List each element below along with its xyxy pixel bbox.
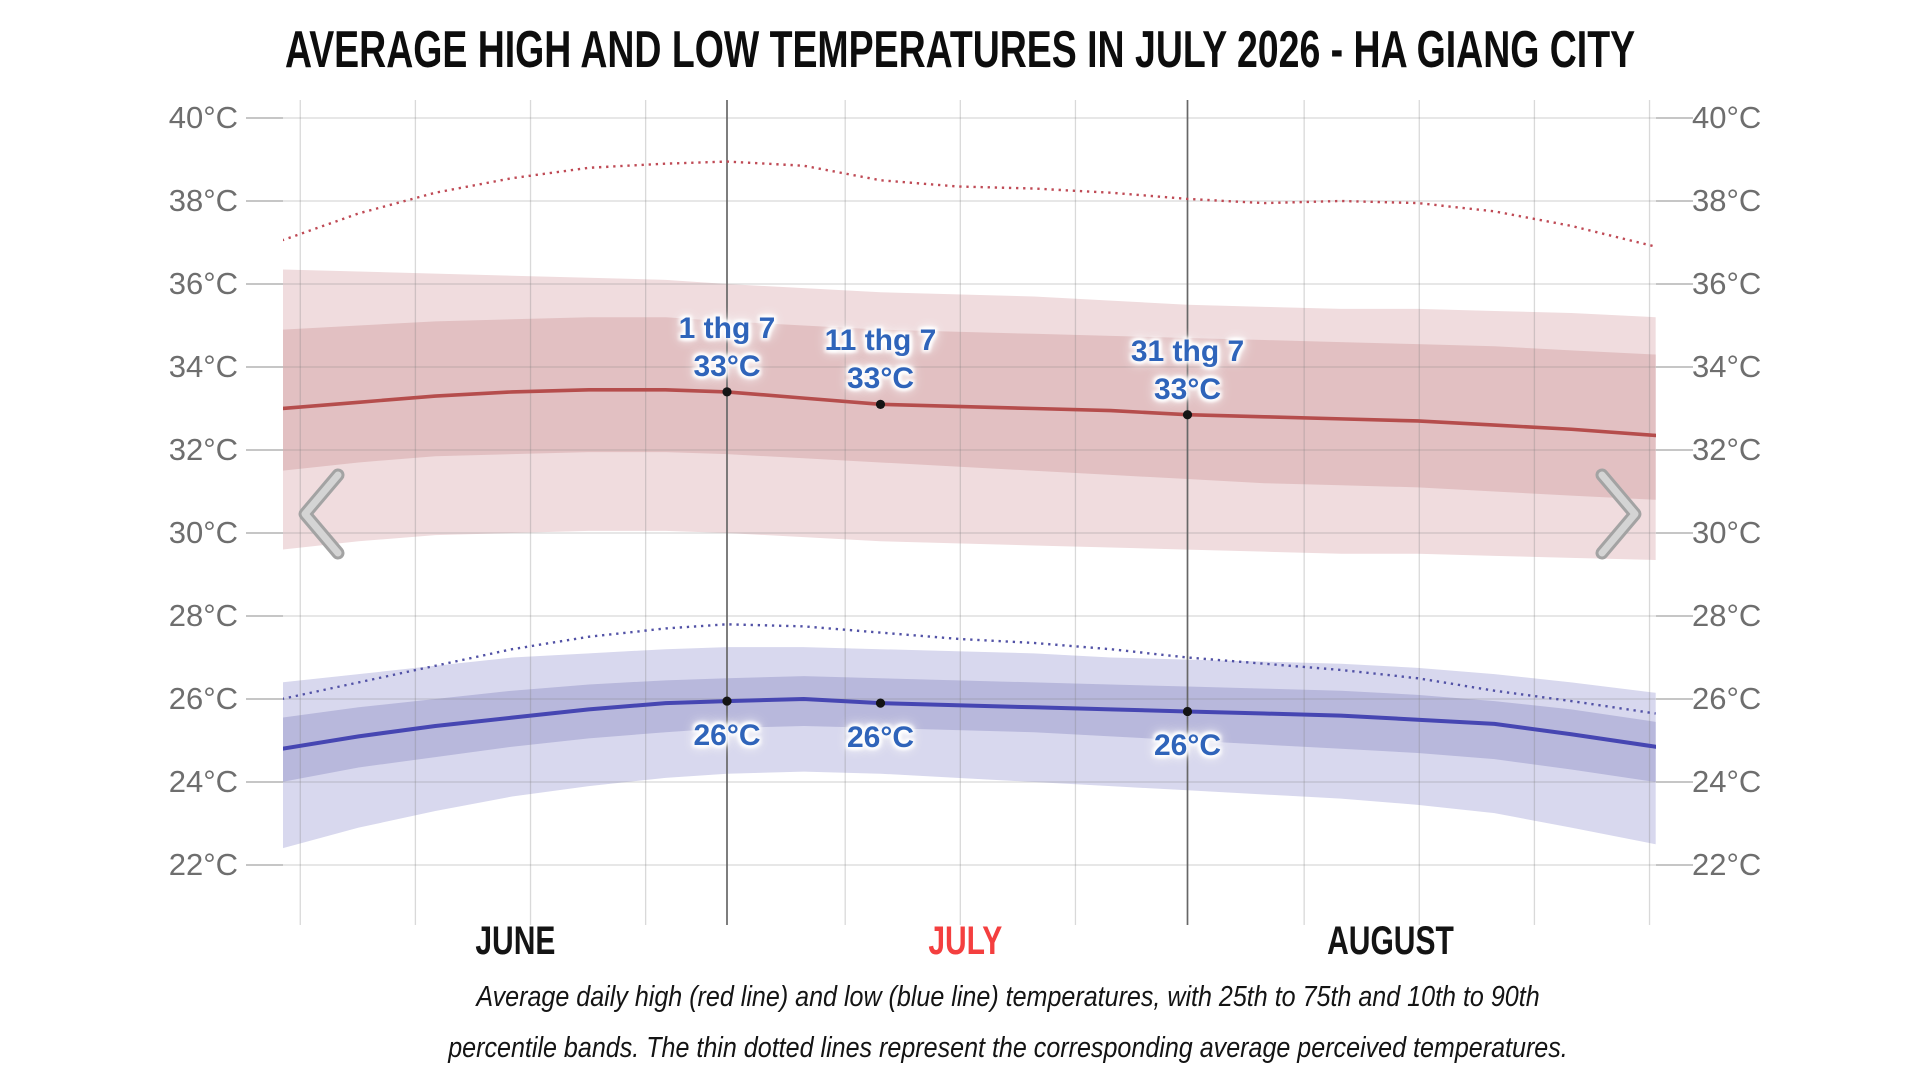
high-marker-label: 31 thg 7 33°C — [1131, 333, 1244, 409]
marker-label-line: 26°C — [693, 719, 761, 753]
next-period-button[interactable] — [1580, 455, 1652, 575]
y-axis-label-right: 34°C — [1692, 349, 1762, 384]
marker-label-line: 33°C — [846, 362, 915, 396]
average-high-line — [283, 388, 1656, 438]
chevron-right-icon — [1595, 468, 1642, 560]
y-axis-label-left: 22°C — [168, 847, 238, 882]
y-axis-label-left: 26°C — [168, 681, 238, 716]
prev-period-button[interactable] — [288, 455, 360, 575]
perceived-high-line — [283, 160, 1656, 248]
month-label-july: JULY — [815, 915, 1115, 967]
data-point-dot[interactable] — [722, 387, 732, 397]
high-marker-label: 11 thg 7 33°C — [825, 322, 937, 398]
month-label-text: JULY — [927, 919, 1002, 963]
marker-label-line: 33°C — [693, 349, 761, 383]
y-axis-label-left: 40°C — [168, 100, 238, 135]
y-axis-label-left: 28°C — [168, 598, 238, 633]
percentile-bands — [283, 269, 1656, 849]
data-point-dot[interactable] — [1182, 410, 1193, 420]
data-point-dot[interactable] — [1182, 706, 1193, 717]
temperature-lines — [283, 160, 1656, 751]
low-marker-label: 26°C — [693, 717, 760, 755]
high-marker-label: 1 thg 7 33°C — [679, 310, 776, 386]
caption-line-2: percentile bands. The thin dotted lines … — [448, 1032, 1568, 1064]
data-point-dot[interactable] — [722, 696, 732, 706]
month-label-june: JUNE — [365, 915, 665, 967]
marker-label-line: 33°C — [1153, 372, 1222, 406]
marker-label-line: 11 thg 7 — [824, 324, 937, 358]
y-axis-label-right: 38°C — [1692, 183, 1762, 218]
y-axis-label-left: 36°C — [168, 266, 238, 301]
data-point-markers — [722, 387, 1193, 717]
gridlines — [246, 100, 1693, 925]
chevron-left-icon — [298, 468, 345, 560]
chart-caption: Average daily high (red line) and low (b… — [322, 972, 1695, 1074]
y-axis-label-right: 40°C — [1692, 100, 1762, 135]
low-marker-label: 26°C — [847, 719, 914, 757]
y-axis-label-left: 24°C — [168, 764, 238, 799]
marker-label-line: 31 thg 7 — [1130, 334, 1245, 368]
month-label-august: AUGUST — [1240, 915, 1540, 967]
month-label-text: JUNE — [475, 919, 556, 963]
y-axis-label-right: 24°C — [1692, 764, 1762, 799]
y-axis-label-right: 26°C — [1692, 681, 1762, 716]
low-25th-75th-band — [283, 676, 1656, 782]
y-axis-label-right: 30°C — [1692, 515, 1762, 550]
y-axis-label-left: 38°C — [168, 183, 238, 218]
y-axis-label-left: 34°C — [168, 349, 238, 384]
perceived-low-line — [283, 623, 1656, 715]
month-label-text: AUGUST — [1326, 919, 1454, 963]
y-axis-label-right: 28°C — [1692, 598, 1762, 633]
marker-label-line: 26°C — [846, 721, 915, 755]
y-axis-label-right: 22°C — [1692, 847, 1762, 882]
y-axis-label-right: 32°C — [1692, 432, 1762, 467]
average-low-line — [283, 697, 1656, 751]
data-point-dot[interactable] — [875, 698, 886, 708]
y-axis-label-left: 30°C — [168, 515, 238, 550]
data-point-dot[interactable] — [875, 399, 886, 409]
caption-line-1: Average daily high (red line) and low (b… — [476, 981, 1540, 1013]
marker-label-line: 26°C — [1153, 729, 1222, 763]
y-axis-label-left: 32°C — [168, 432, 238, 467]
marker-label-line: 1 thg 7 — [678, 311, 776, 345]
low-marker-label: 26°C — [1154, 727, 1221, 765]
chart-title: AVERAGE HIGH AND LOW TEMPERATURES IN JUL… — [284, 21, 1636, 79]
y-axis-label-right: 36°C — [1692, 266, 1762, 301]
